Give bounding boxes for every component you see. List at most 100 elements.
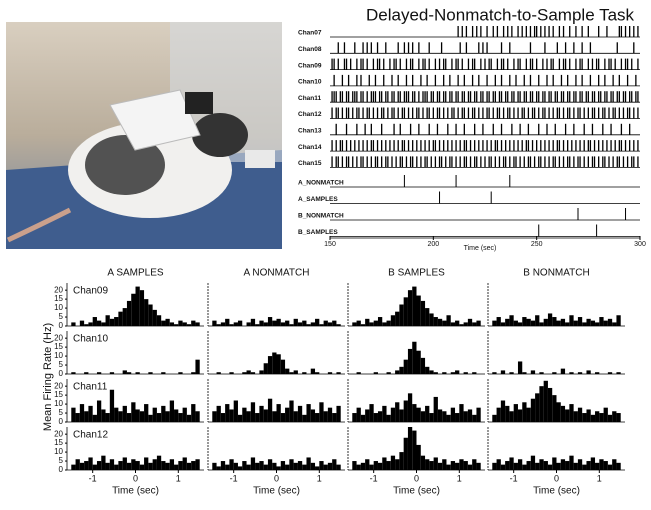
x-tick-label: 250 — [531, 241, 543, 248]
histogram-bar — [365, 318, 370, 326]
histogram-bar — [429, 413, 434, 422]
histogram-bar — [416, 295, 421, 326]
histogram-bar — [603, 320, 608, 326]
raster-row-label: Chan12 — [298, 111, 322, 118]
histogram-bar — [552, 317, 557, 326]
histogram-bar — [547, 464, 553, 470]
histogram-bar — [191, 320, 196, 326]
histogram-bar — [412, 341, 417, 374]
channel-label: Chan12 — [73, 430, 108, 441]
histogram-bar — [412, 286, 417, 326]
histogram-bar — [225, 464, 230, 470]
histogram-bar — [250, 457, 256, 470]
histogram-bar — [573, 320, 578, 326]
histogram-bar — [377, 462, 383, 470]
histogram-bar — [500, 322, 506, 326]
histogram-bar — [496, 317, 501, 326]
histogram-bar — [399, 409, 404, 422]
histogram-bar — [131, 293, 136, 326]
y-tick-label: 0 — [59, 465, 64, 474]
histogram-bar — [463, 461, 468, 470]
y-tick-label: 5 — [59, 360, 64, 369]
column-title: B NONMATCH — [523, 268, 589, 279]
histogram-bar — [492, 414, 497, 422]
histogram-bar — [276, 466, 281, 470]
histogram-bar — [450, 322, 456, 326]
histogram-bar — [88, 457, 93, 470]
histogram-bar — [135, 409, 140, 422]
histogram-bar — [272, 352, 277, 374]
histogram-bar — [195, 322, 200, 326]
histogram-bar — [105, 462, 110, 470]
histogram-bar — [246, 411, 251, 422]
histogram-bar — [476, 407, 481, 422]
histogram-bar — [437, 409, 443, 422]
histogram-bar — [109, 372, 115, 374]
histogram-bar — [122, 405, 127, 422]
histogram-bar — [255, 462, 260, 470]
raster-title: Delayed-Nonmatch-to-Sample Task — [366, 5, 635, 24]
histogram-bar — [595, 322, 600, 326]
histogram-bar — [616, 462, 621, 470]
histogram-bar — [161, 405, 166, 422]
histogram-bar — [114, 407, 119, 422]
histogram-bar — [442, 320, 447, 326]
column-title: B SAMPLES — [388, 268, 445, 279]
histogram-bar — [412, 404, 417, 422]
histogram-bar — [522, 464, 527, 470]
histogram-bar — [96, 400, 102, 422]
histogram-bar — [356, 464, 361, 470]
histogram-bar — [118, 461, 123, 470]
histogram-bar — [437, 318, 443, 326]
y-axis-label: Mean Firing Rate (Hz) — [42, 323, 54, 431]
histogram-bar — [285, 407, 290, 422]
histogram-bar — [455, 370, 460, 374]
histogram-bar — [212, 462, 217, 470]
histogram-bar — [336, 464, 341, 470]
histogram-bar — [148, 414, 153, 422]
histogram-bar — [323, 320, 328, 326]
histogram-bar — [522, 317, 527, 326]
histogram-bar — [220, 322, 226, 326]
histogram-bar — [416, 407, 421, 422]
histogram-bar — [599, 317, 604, 326]
histogram-bar — [332, 413, 337, 422]
histogram-bar — [229, 324, 234, 326]
histogram-bar — [560, 368, 566, 374]
histogram-bar — [126, 413, 132, 422]
histogram-bar — [237, 414, 243, 422]
histogram-bar — [297, 461, 303, 470]
histogram-bar — [420, 357, 426, 374]
histogram-bar — [459, 404, 464, 422]
histogram-bar — [395, 402, 400, 422]
x-axis-label: Time (sec) — [112, 486, 159, 497]
histogram-bar — [539, 322, 544, 326]
x-tick-label: 300 — [634, 241, 646, 248]
histogram-bar — [191, 461, 196, 470]
histogram-bar — [556, 320, 561, 326]
histogram-bar — [276, 354, 281, 374]
histogram-bar — [306, 324, 311, 326]
photo-headstage — [185, 92, 213, 114]
histogram-bar — [255, 324, 260, 326]
histogram-bar — [191, 404, 196, 422]
histogram-bar — [233, 462, 238, 470]
histogram-bar — [105, 413, 110, 422]
histogram-bar — [174, 409, 179, 422]
histogram-bar — [161, 372, 166, 374]
histogram-bar — [552, 457, 557, 470]
histogram-bar — [88, 405, 93, 422]
histogram-bar — [105, 315, 110, 326]
histogram-bar — [250, 402, 256, 422]
histogram-bar — [319, 324, 324, 326]
histogram-bar — [289, 400, 294, 422]
histogram-bar — [139, 411, 145, 422]
y-tick-label: 5 — [59, 456, 64, 465]
histogram-bar — [71, 407, 76, 422]
histogram-bar — [433, 457, 438, 470]
histogram-bar — [616, 372, 621, 374]
histogram-bar — [101, 322, 106, 326]
histogram-bar — [242, 372, 247, 374]
y-tick-label: 10 — [54, 399, 63, 408]
x-tick-label: 0 — [133, 473, 138, 483]
